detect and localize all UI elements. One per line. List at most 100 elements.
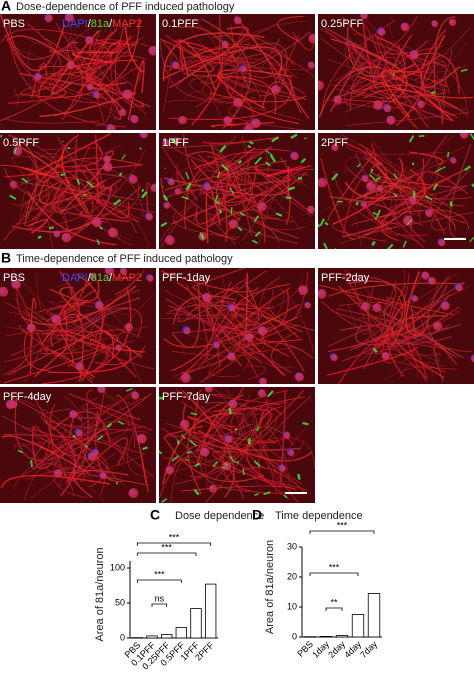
- neurite: [3, 118, 100, 124]
- neurite: [60, 46, 137, 90]
- aggregate: [374, 176, 381, 182]
- neurite: [211, 394, 281, 406]
- aggregate: [234, 427, 238, 431]
- micrograph: [318, 133, 474, 249]
- aggregate: [432, 183, 439, 191]
- stain-name: /: [109, 18, 113, 30]
- soma: [432, 321, 443, 331]
- soma: [372, 303, 382, 312]
- panel-letter: D: [252, 507, 262, 523]
- soma: [400, 22, 410, 32]
- neurite: [18, 153, 61, 230]
- soma: [377, 185, 384, 193]
- neurite: [127, 60, 145, 121]
- soma: [333, 95, 342, 104]
- neurite: [259, 406, 299, 503]
- aggregate: [37, 235, 42, 240]
- aggregate: [219, 144, 227, 153]
- aggregate: [275, 212, 283, 217]
- aggregate: [331, 173, 339, 181]
- soma: [460, 133, 469, 139]
- neurite: [399, 271, 448, 333]
- aggregate: [386, 243, 394, 249]
- neurite: [78, 55, 147, 95]
- neurite: [68, 393, 141, 420]
- neurite: [70, 321, 143, 384]
- aggregate: [218, 209, 222, 214]
- soma: [122, 89, 133, 100]
- soma: [411, 295, 418, 302]
- neurite: [107, 40, 123, 52]
- neurite: [345, 111, 471, 126]
- aggregate: [118, 420, 124, 425]
- neurite: [11, 157, 50, 198]
- soma: [257, 202, 267, 212]
- neurite: [69, 425, 146, 462]
- neurite: [88, 192, 130, 219]
- aggregate: [300, 157, 307, 164]
- soma: [331, 143, 339, 152]
- neurite: [41, 288, 132, 384]
- micrograph: [159, 387, 315, 503]
- neurite: [341, 91, 385, 102]
- neurite: [263, 424, 290, 491]
- neurite: [213, 73, 254, 127]
- stain-name: 81a: [91, 272, 110, 284]
- neurite: [193, 161, 231, 227]
- neurite: [421, 28, 456, 117]
- neurite: [56, 136, 106, 195]
- neurite: [234, 15, 310, 120]
- soma: [53, 230, 61, 238]
- aggregate: [170, 138, 177, 145]
- neurite: [261, 316, 303, 343]
- neurite: [202, 136, 278, 144]
- significance-label: **: [330, 597, 338, 607]
- neurite: [250, 290, 265, 350]
- neurite: [70, 307, 131, 340]
- neurite: [28, 133, 111, 177]
- soma: [471, 355, 474, 363]
- aggregate: [247, 144, 252, 149]
- soma: [318, 289, 327, 299]
- y-tick-label: 100: [110, 562, 125, 572]
- neurite: [351, 40, 429, 91]
- soma: [165, 235, 175, 246]
- aggregate: [239, 211, 245, 217]
- soma: [124, 323, 133, 332]
- neurite: [357, 75, 474, 99]
- soma: [288, 449, 295, 457]
- neurite: [7, 134, 38, 220]
- neurite: [13, 66, 64, 97]
- micrograph: [159, 268, 315, 384]
- aggregate: [236, 460, 239, 464]
- neurite: [102, 421, 155, 478]
- neurite: [330, 38, 408, 104]
- neurite: [36, 332, 48, 353]
- neurite: [208, 216, 236, 245]
- neurite: [96, 390, 145, 407]
- image-label: PBS: [3, 272, 25, 284]
- neurite: [325, 30, 466, 110]
- micrograph-content: [318, 133, 474, 249]
- y-axis-label: Area of 81a/neuron: [94, 547, 106, 641]
- neurite: [2, 277, 33, 376]
- neurite: [169, 26, 249, 89]
- bar: [160, 634, 173, 639]
- bar: [146, 635, 158, 639]
- neurite: [3, 192, 51, 241]
- bar: [131, 637, 144, 639]
- soma: [69, 410, 78, 419]
- neurite: [324, 203, 362, 247]
- neurite: [391, 34, 442, 80]
- aggregate: [376, 209, 381, 218]
- soma: [366, 181, 376, 191]
- neurite: [196, 394, 244, 465]
- micrograph: [0, 268, 156, 384]
- aggregate: [17, 449, 23, 454]
- neurite: [238, 466, 307, 494]
- aggregate: [121, 154, 126, 160]
- neurite: [212, 450, 282, 489]
- panel-letter: C: [150, 507, 160, 523]
- neurite: [61, 134, 88, 214]
- aggregate: [118, 172, 123, 177]
